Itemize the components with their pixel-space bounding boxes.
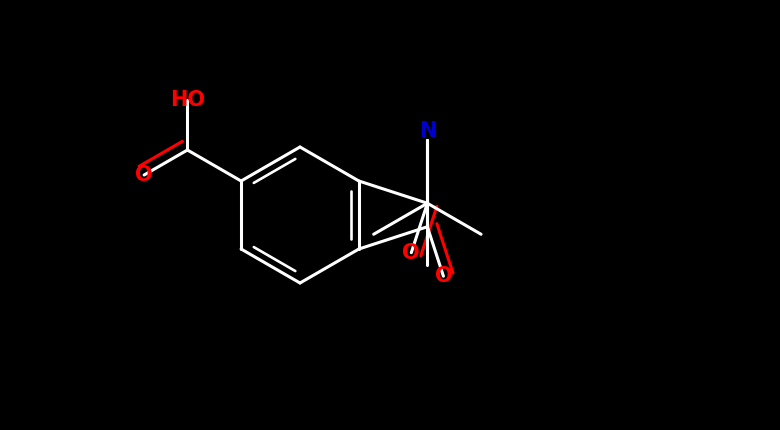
Text: O: O [135, 165, 153, 185]
Text: O: O [434, 266, 452, 286]
Text: HO: HO [170, 90, 205, 110]
Text: O: O [402, 243, 420, 263]
Text: N: N [419, 121, 436, 141]
